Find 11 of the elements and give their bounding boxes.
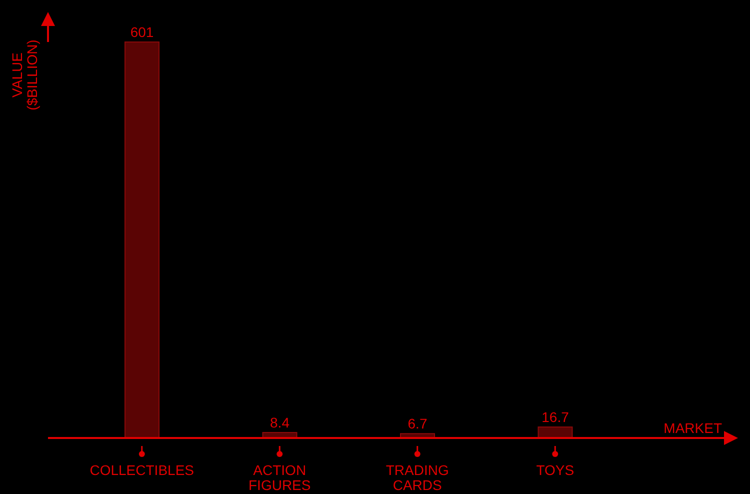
x-tick-label: COLLECTIBLES: [90, 462, 194, 478]
y-axis-title: VALUE ($BILLION): [9, 40, 40, 110]
data-label: 8.4: [270, 414, 290, 430]
x-tick-label: ACTION FIGURES: [248, 462, 311, 493]
data-label: 601: [130, 24, 154, 40]
x-tick-label: TOYS: [536, 462, 574, 478]
x-tick-label: TRADING CARDS: [386, 462, 449, 493]
data-label: 6.7: [408, 416, 428, 432]
x-axis-title: MARKET: [664, 420, 722, 436]
bar: [124, 42, 160, 438]
data-label: 16.7: [542, 408, 570, 425]
